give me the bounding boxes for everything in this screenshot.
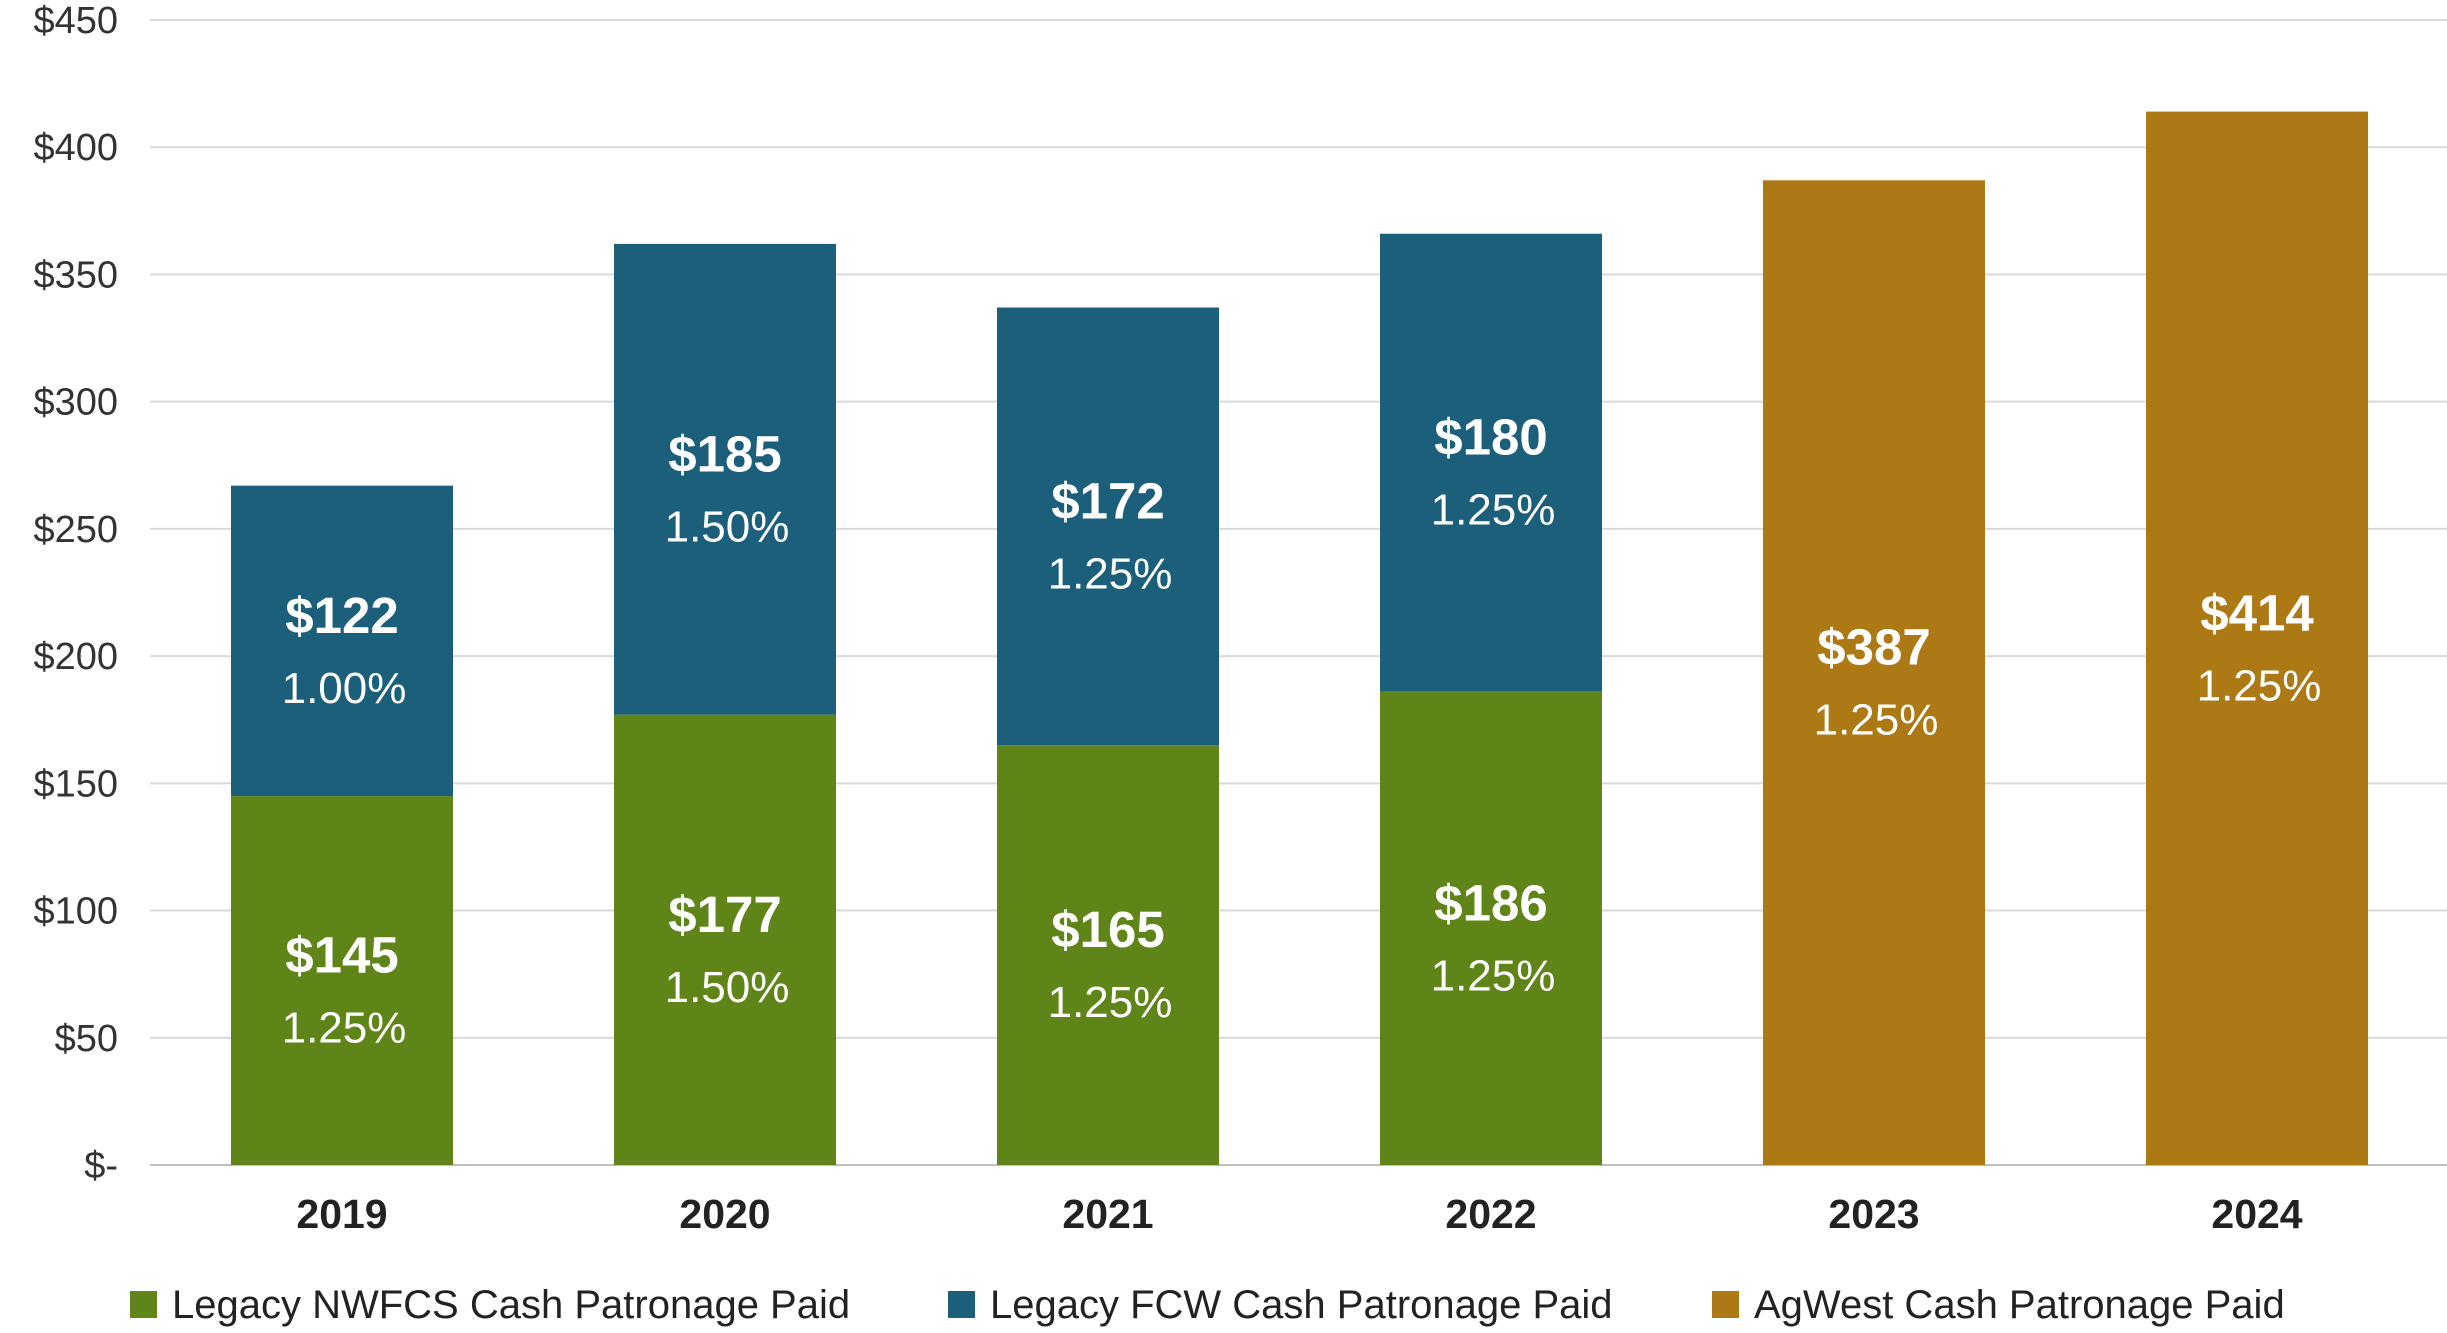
bar-value-label: $122 [285, 587, 398, 644]
x-tick-label: 2020 [679, 1191, 770, 1237]
y-tick-label: $200 [33, 636, 118, 678]
legend-swatch [1712, 1291, 1739, 1318]
bar-value-label: $180 [1434, 409, 1547, 466]
legend-swatch [948, 1291, 975, 1318]
bar-labels: $145 1.25% $122 1.00% $177 1.50% $185 1.50% $165… [282, 409, 2322, 1053]
legend: Legacy NWFCS Cash Patronage Paid Legacy F… [130, 1283, 2285, 1327]
bar-segment [231, 485, 453, 797]
bar-value-label: $185 [668, 425, 781, 482]
bar-segment [1763, 180, 1985, 1166]
x-tick-label: 2022 [1445, 1191, 1536, 1237]
bar-value-label: $172 [1051, 472, 1164, 529]
bar-segment [2146, 111, 2368, 1166]
bar-rate-label: 1.50% [665, 963, 790, 1012]
y-tick-label: $50 [55, 1018, 118, 1060]
bar-value-label: $414 [2200, 584, 2314, 641]
bar-segment [614, 714, 836, 1165]
bar-rate-label: 1.25% [1431, 951, 1556, 1000]
bar-segment [997, 307, 1219, 746]
y-axis-ticks: $- $50 $100 $150 $200 $250 $300 $350 $400 $450 [33, 0, 118, 1187]
x-tick-label: 2023 [1828, 1191, 1919, 1237]
bars [231, 111, 2368, 1166]
x-tick-label: 2021 [1062, 1191, 1153, 1237]
x-tick-label: 2019 [296, 1191, 387, 1237]
bar-value-label: $145 [285, 927, 398, 984]
bar-rate-label: 1.50% [665, 502, 790, 551]
bar-rate-label: 1.25% [1814, 696, 1939, 745]
y-tick-label: $300 [33, 382, 118, 424]
bar-value-label: $177 [668, 886, 781, 943]
bar-segment [997, 745, 1219, 1165]
y-tick-label: $450 [33, 0, 118, 42]
y-tick-label: $150 [33, 763, 118, 805]
legend-label: AgWest Cash Patronage Paid [1754, 1283, 2285, 1327]
y-tick-label: $250 [33, 509, 118, 551]
y-tick-label: $400 [33, 127, 118, 169]
bar-segment [1380, 691, 1602, 1165]
gridlines [150, 19, 2447, 1166]
x-tick-label: 2024 [2211, 1191, 2302, 1237]
y-tick-label: $- [84, 1145, 118, 1187]
bar-rate-label: 1.25% [1048, 549, 1173, 598]
x-axis-ticks: 2019 2020 2021 2022 2023 2024 [296, 1191, 2302, 1237]
bar-rate-label: 1.25% [1431, 486, 1556, 535]
bar-segment [231, 796, 453, 1165]
bar-rate-label: 1.00% [282, 664, 407, 713]
bar-value-label: $186 [1434, 874, 1547, 931]
legend-label: Legacy FCW Cash Patronage Paid [990, 1283, 1613, 1327]
y-tick-label: $100 [33, 891, 118, 933]
legend-label: Legacy NWFCS Cash Patronage Paid [172, 1283, 850, 1327]
y-tick-label: $350 [33, 254, 118, 296]
bar-value-label: $165 [1051, 901, 1164, 958]
legend-swatch [130, 1291, 157, 1318]
bar-rate-label: 1.25% [2197, 661, 2322, 710]
bar-rate-label: 1.25% [282, 1004, 407, 1053]
bar-rate-label: 1.25% [1048, 978, 1173, 1027]
bar-value-label: $387 [1817, 619, 1930, 676]
bar-segment [614, 243, 836, 715]
bar-segment [1380, 233, 1602, 692]
